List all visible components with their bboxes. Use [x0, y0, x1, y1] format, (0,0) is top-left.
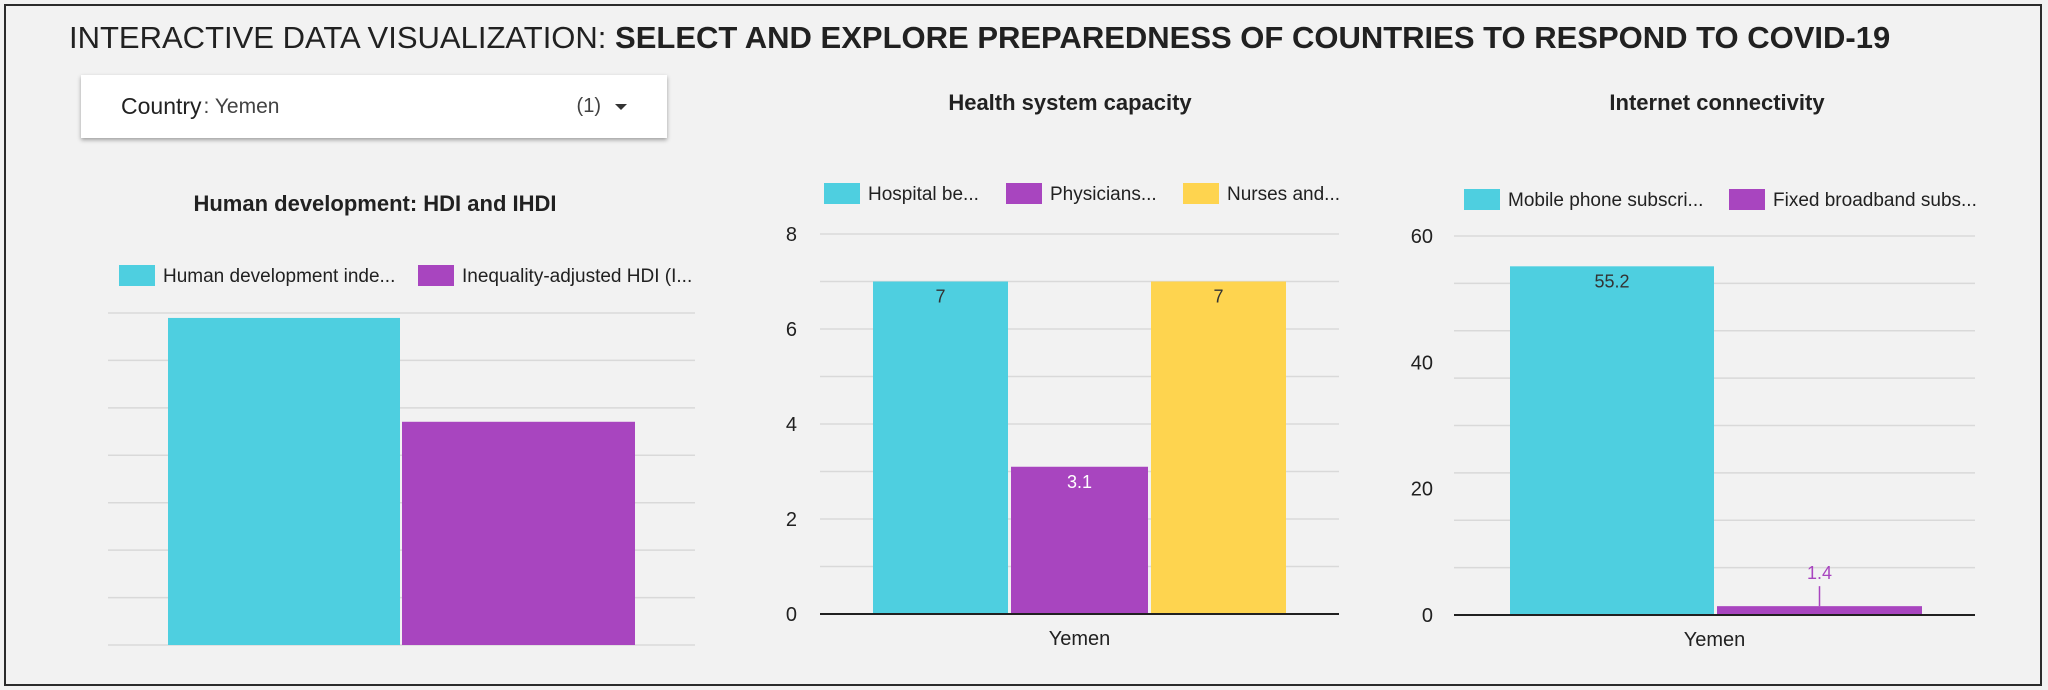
x-category-label: Yemen	[1684, 629, 1746, 651]
data-label: 7	[935, 287, 945, 307]
legend-swatch	[1464, 189, 1500, 210]
page-title-prefix: INTERACTIVE DATA VISUALIZATION:	[69, 20, 616, 55]
x-category-label: Yemen	[1049, 628, 1111, 650]
data-label: 3.1	[1067, 472, 1092, 492]
legend-swatch	[1006, 183, 1042, 204]
legend-swatch	[824, 183, 860, 204]
legend-label: Fixed broadband subs...	[1773, 190, 1977, 211]
bar-1-2[interactable]	[1151, 281, 1286, 615]
bar-2-1[interactable]	[1717, 606, 1922, 615]
bar-0-1[interactable]	[402, 421, 635, 645]
legend-swatch	[1729, 189, 1765, 210]
data-label: 1.4	[1807, 563, 1832, 583]
y-tick-label: 6	[786, 319, 797, 341]
page-title-main: SELECT AND EXPLORE PREPAREDNESS OF COUNT…	[615, 20, 1891, 55]
chart-title: Internet connectivity	[1609, 90, 1825, 115]
y-tick-label: 0	[786, 604, 797, 626]
y-tick-label: 4	[786, 414, 797, 436]
legend-label: Hospital be...	[868, 184, 979, 205]
page-title: INTERACTIVE DATA VISUALIZATION: SELECT A…	[69, 20, 1890, 56]
bar-1-1[interactable]	[1011, 466, 1148, 614]
legend-swatch	[418, 265, 454, 286]
y-tick-label: 8	[786, 224, 797, 246]
country-filter-dropdown[interactable]: Country : Yemen (1)	[81, 75, 667, 138]
legend-label: Nurses and...	[1227, 184, 1340, 205]
y-tick-label: 20	[1411, 479, 1433, 501]
bar-1-0[interactable]	[873, 281, 1008, 615]
legend-label: Mobile phone subscri...	[1508, 190, 1703, 211]
legend-swatch	[1183, 183, 1219, 204]
data-label: 7	[1213, 287, 1223, 307]
chart-title: Health system capacity	[948, 90, 1192, 115]
country-filter-label: Country	[121, 93, 202, 119]
y-tick-label: 0	[1422, 605, 1433, 627]
legend-label: Human development inde...	[163, 266, 395, 287]
y-tick-label: 60	[1411, 226, 1433, 248]
legend-label: Physicians...	[1050, 184, 1157, 205]
y-tick-label: 2	[786, 509, 797, 531]
country-filter-value: : Yemen	[203, 94, 280, 118]
dropdown-caret-icon[interactable]	[615, 103, 627, 110]
chart-title: Human development: HDI and IHDI	[193, 191, 556, 216]
country-filter-count: (1)	[576, 95, 601, 117]
data-label: 55.2	[1594, 271, 1629, 291]
bar-0-0[interactable]	[168, 317, 400, 645]
legend-swatch	[119, 265, 155, 286]
y-tick-label: 40	[1411, 352, 1433, 374]
legend-label: Inequality-adjusted HDI (I...	[462, 266, 692, 287]
bar-2-0[interactable]	[1510, 266, 1714, 615]
